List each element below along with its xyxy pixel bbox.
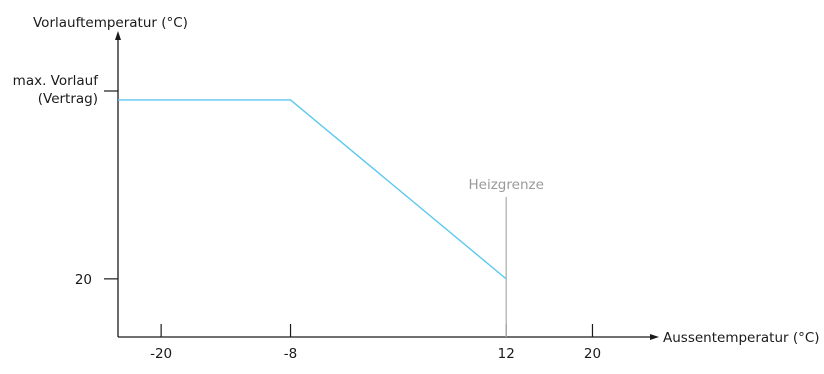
heizgrenze-label: Heizgrenze [469, 177, 544, 193]
y-max-label-line1: max. Vorlauf [13, 73, 100, 89]
x-axis-arrow [650, 334, 659, 340]
x-tick-label: -8 [284, 346, 297, 362]
x-tick-label: -20 [150, 346, 172, 362]
y-axis-title: Vorlauftemperatur (°C) [33, 15, 188, 31]
y-axis-arrow [115, 31, 121, 40]
y-tick-label: 20 [75, 272, 92, 288]
x-axis-title: Aussentemperatur (°C) [663, 330, 820, 346]
y-max-label-line2: (Vertrag) [38, 91, 98, 107]
series-line [118, 99, 507, 280]
x-tick-label: 20 [584, 346, 601, 362]
x-tick-label: 12 [498, 346, 515, 362]
